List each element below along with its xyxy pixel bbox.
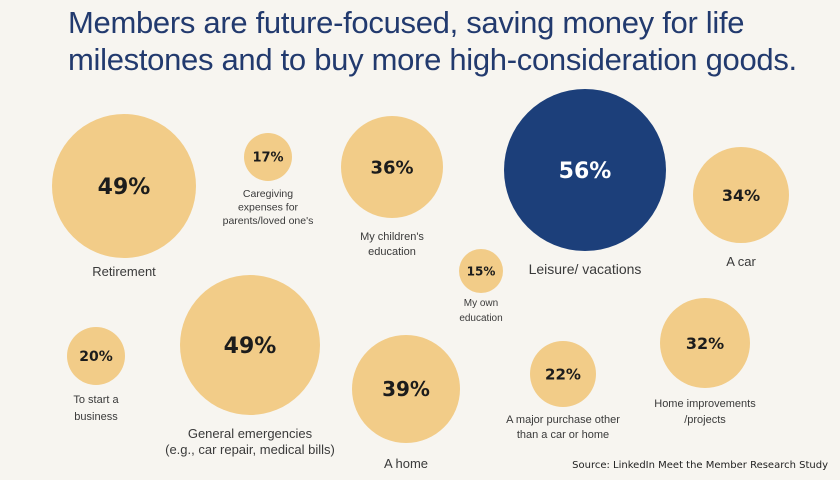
bubble-label-caregiving-expenses-for-parents-loved-one-s: Caregiving expenses for parents/loved one'… — [223, 188, 314, 227]
bubble-label-general-emergencies-e-g-car-repair-medical-bills: General emergencies (e.g., car repair, me… — [165, 426, 335, 457]
bubble-label-a-car: A car — [726, 254, 756, 269]
bubble-leisure-vacations: 56% Leisure/ vacations — [504, 89, 666, 277]
bubble-to-start-a-business: 20% To start a business — [67, 327, 125, 423]
bubble-a-home: 39% A home — [352, 335, 460, 471]
bubble-general-emergencies-e-g-car-repair-medical-bills: 49% General emergencies (e.g., car repair,… — [165, 275, 335, 457]
bubble-value-general-emergencies-e-g-car-repair-medical-bills: 49% — [224, 334, 277, 359]
source-note: Source: LinkedIn Meet the Member Researc… — [572, 460, 828, 471]
bubble-a-car: 34% A car — [693, 147, 789, 269]
bubble-value-caregiving-expenses-for-parents-loved-one-s: 17% — [252, 151, 283, 166]
bubble-value-to-start-a-business: 20% — [79, 349, 113, 365]
bubble-circle-retirement — [52, 114, 196, 258]
bubble-value-my-children-s-education: 36% — [370, 157, 413, 178]
bubble-my-own-education: 15% My own education — [459, 249, 503, 324]
bubble-value-a-car: 34% — [722, 186, 760, 205]
bubble-value-my-own-education: 15% — [467, 264, 496, 278]
bubble-circle-my-own-education — [459, 249, 503, 293]
bubble-value-a-home: 39% — [382, 377, 430, 401]
bubble-circle-a-home — [352, 335, 460, 443]
bubble-label-my-own-education: My own education — [459, 298, 502, 324]
bubble-label-to-start-a-business: To start a business — [73, 394, 119, 423]
bubble-value-retirement: 49% — [98, 175, 151, 200]
bubble-circle-home-improvements-projects — [660, 298, 750, 388]
bubble-retirement: 49% Retirement — [52, 114, 196, 279]
chart-title: Members are future-focused, saving money… — [68, 5, 797, 77]
bubble-a-major-purchase-other-than-a-car-or-home: 22% A major purchase other than a car or h… — [506, 341, 620, 441]
bubble-home-improvements-projects: 32% Home improvements/projects — [654, 298, 756, 426]
bubble-value-a-major-purchase-other-than-a-car-or-home: 22% — [545, 365, 581, 383]
bubble-circle-a-major-purchase-other-than-a-car-or-home — [530, 341, 596, 407]
bubble-circle-leisure-vacations — [504, 89, 666, 251]
bubble-label-a-major-purchase-other-than-a-car-or-home: A major purchase other than a car or home — [506, 414, 620, 441]
bubble-circle-a-car — [693, 147, 789, 243]
bubble-label-home-improvements-projects: Home improvements/projects — [654, 398, 756, 426]
bubble-my-children-s-education: 36% My children's education — [341, 116, 443, 258]
bubble-circle-to-start-a-business — [67, 327, 125, 385]
bubble-label-my-children-s-education: My children's education — [360, 231, 424, 258]
bubble-circle-my-children-s-education — [341, 116, 443, 218]
bubble-value-leisure-vacations: 56% — [559, 159, 612, 184]
bubble-label-a-home: A home — [384, 456, 428, 471]
bubble-circle-caregiving-expenses-for-parents-loved-one-s — [244, 133, 292, 181]
bubble-circle-general-emergencies-e-g-car-repair-medical-bills — [180, 275, 320, 415]
bubble-caregiving-expenses-for-parents-loved-one-s: 17% Caregiving expenses for parents/loved o… — [223, 133, 314, 227]
bubble-label-leisure-vacations: Leisure/ vacations — [529, 261, 642, 277]
bubble-value-home-improvements-projects: 32% — [686, 334, 724, 353]
bubble-label-retirement: Retirement — [92, 264, 156, 279]
